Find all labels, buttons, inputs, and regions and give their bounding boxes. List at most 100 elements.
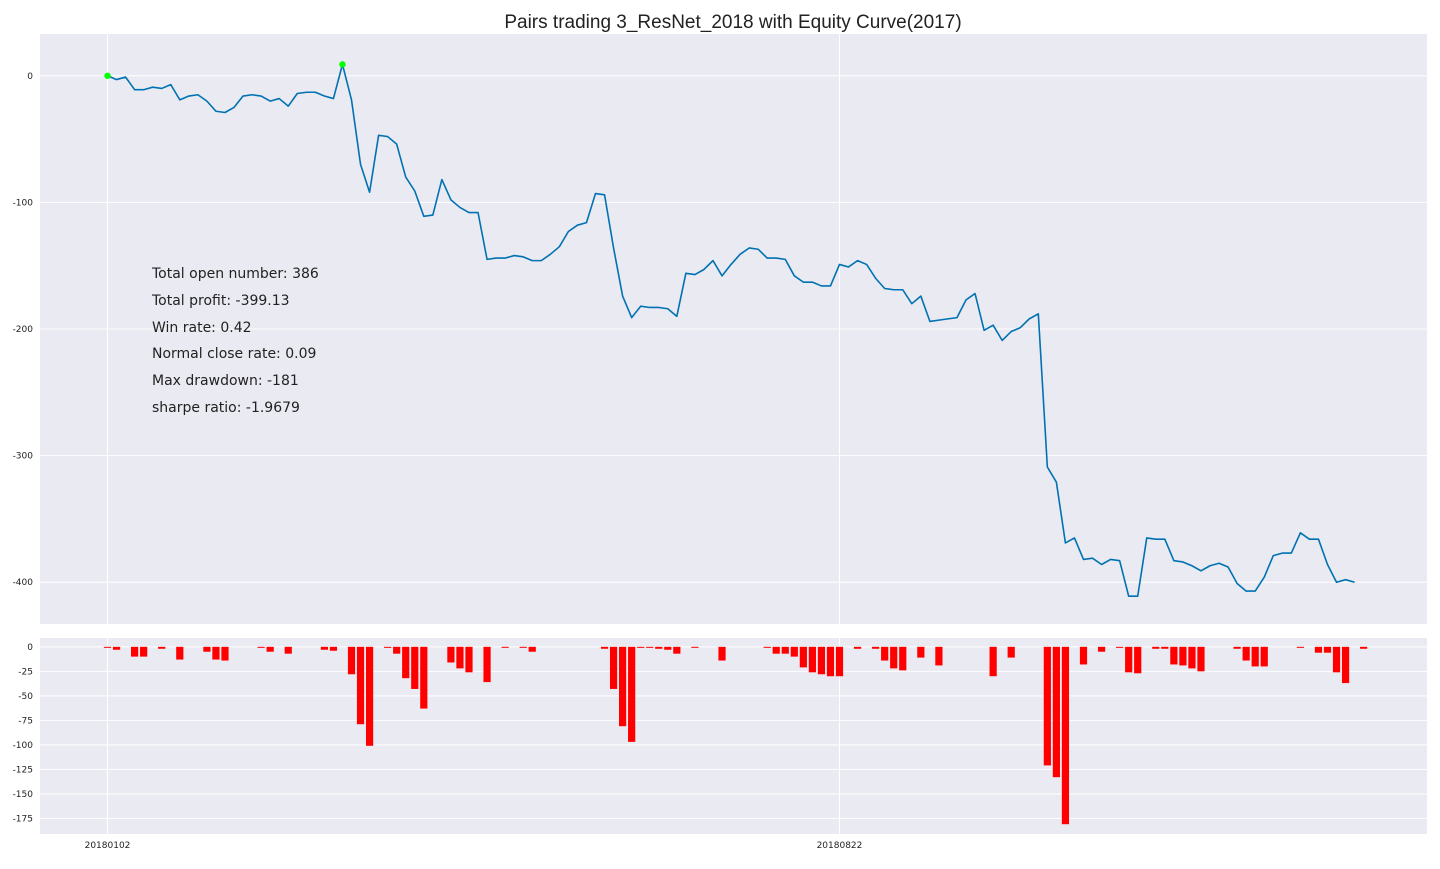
drawdown-bar bbox=[347, 646, 356, 675]
equity-curve-line bbox=[107, 63, 1355, 597]
drawdown-bar bbox=[420, 646, 428, 709]
drawdown-bar bbox=[329, 646, 338, 651]
drawdown-bar bbox=[257, 646, 265, 648]
drawdown-bar bbox=[1323, 646, 1332, 653]
drawdown-bar bbox=[284, 646, 292, 654]
drawdown-bar bbox=[808, 646, 816, 673]
equity-y-tick-label: -400 bbox=[13, 578, 34, 588]
x-tick-label: 20180822 bbox=[817, 841, 863, 851]
drawdown-bar bbox=[501, 646, 509, 648]
equity-peak-marker bbox=[339, 61, 346, 68]
equity-y-ticks: 0 -100 -200 -300 -400 bbox=[13, 72, 34, 588]
drawdown-bar bbox=[1134, 646, 1142, 674]
equity-peak-marker bbox=[104, 72, 111, 79]
x-axis-ticks: 20180102 20180822 bbox=[85, 841, 863, 851]
drawdown-y-ticks: 0 -25 -50 -75 -100 -125 -150 -175 bbox=[13, 643, 34, 825]
drawdown-bar bbox=[1052, 646, 1060, 778]
drawdown-bar bbox=[890, 646, 898, 669]
drawdown-bar bbox=[393, 646, 401, 654]
drawdown-bar bbox=[790, 646, 798, 657]
drawdown-bar bbox=[772, 646, 780, 654]
equity-grid bbox=[40, 34, 1427, 624]
drawdown-y-tick-label: -25 bbox=[18, 667, 33, 677]
drawdown-bar bbox=[646, 646, 654, 648]
chart-title: Pairs trading 3_ResNet_2018 with Equity … bbox=[504, 12, 961, 33]
drawdown-bar bbox=[872, 646, 880, 649]
drawdown-bar bbox=[103, 646, 112, 648]
drawdown-bar bbox=[203, 646, 211, 652]
drawdown-bar bbox=[1233, 646, 1241, 649]
drawdown-bar bbox=[1332, 646, 1341, 673]
drawdown-bar bbox=[1125, 646, 1133, 673]
drawdown-bar bbox=[411, 646, 419, 689]
drawdown-bar bbox=[637, 646, 645, 648]
drawdown-bar bbox=[619, 646, 627, 727]
drawdown-bar bbox=[935, 646, 943, 666]
drawdown-bar bbox=[718, 646, 726, 661]
equity-y-tick-label: -200 bbox=[13, 325, 34, 335]
drawdown-bar bbox=[1296, 646, 1304, 648]
drawdown-bar bbox=[447, 646, 455, 663]
drawdown-bar bbox=[1188, 646, 1196, 669]
stat-max-drawdown: Max drawdown: -181 bbox=[152, 373, 299, 389]
drawdown-bar bbox=[465, 646, 473, 673]
drawdown-bar bbox=[384, 646, 392, 648]
drawdown-bar bbox=[402, 646, 410, 679]
drawdown-y-tick-label: -100 bbox=[13, 741, 34, 751]
drawdown-bar bbox=[1116, 646, 1124, 648]
drawdown-panel-background bbox=[40, 638, 1427, 834]
equity-plot bbox=[104, 61, 1355, 597]
drawdown-bar bbox=[781, 646, 789, 654]
drawdown-bar bbox=[456, 646, 464, 669]
drawdown-bar bbox=[131, 646, 139, 657]
drawdown-bar bbox=[799, 646, 807, 668]
drawdown-bar bbox=[212, 646, 220, 660]
drawdown-y-tick-label: -50 bbox=[18, 692, 33, 702]
drawdown-bar bbox=[1097, 646, 1106, 652]
drawdown-bar bbox=[528, 646, 536, 652]
drawdown-bar bbox=[609, 646, 618, 689]
drawdown-bar bbox=[763, 646, 771, 648]
drawdown-bar bbox=[1242, 646, 1250, 661]
drawdown-bar bbox=[365, 646, 374, 746]
drawdown-bar bbox=[881, 646, 889, 661]
drawdown-bar bbox=[1161, 646, 1169, 649]
drawdown-bar bbox=[140, 646, 148, 657]
x-tick-label: 20180102 bbox=[85, 841, 131, 851]
equity-panel: 0 -100 -200 -300 -400 Total open number: 386… bbox=[13, 34, 1427, 624]
drawdown-bar bbox=[989, 646, 997, 677]
stat-total-open: Total open number: 386 bbox=[151, 266, 319, 282]
drawdown-bar bbox=[664, 646, 672, 650]
drawdown-bar bbox=[519, 646, 527, 648]
drawdown-y-tick-label: -175 bbox=[13, 814, 33, 824]
drawdown-y-tick-label: -125 bbox=[13, 765, 33, 775]
drawdown-bar bbox=[1260, 646, 1268, 667]
drawdown-bar bbox=[1341, 646, 1350, 684]
drawdown-bar bbox=[628, 646, 636, 742]
stat-win-rate: Win rate: 0.42 bbox=[152, 320, 252, 336]
drawdown-bar bbox=[1314, 646, 1323, 653]
drawdown-bar bbox=[1179, 646, 1187, 666]
stats-box: Total open number: 386 Total profit: -39… bbox=[151, 266, 319, 416]
drawdown-bar bbox=[320, 646, 328, 650]
drawdown-panel: 0 -25 -50 -75 -100 -125 -150 -175 bbox=[13, 638, 1427, 834]
drawdown-bar bbox=[917, 646, 925, 658]
drawdown-bar bbox=[1061, 646, 1070, 825]
drawdown-bar bbox=[158, 646, 166, 649]
drawdown-bar bbox=[835, 646, 844, 677]
equity-y-tick-label: -300 bbox=[13, 452, 34, 462]
drawdown-bar bbox=[112, 646, 121, 650]
drawdown-bar bbox=[899, 646, 907, 671]
drawdown-bar bbox=[1360, 646, 1368, 649]
drawdown-bar bbox=[853, 646, 862, 649]
drawdown-bar bbox=[655, 646, 663, 649]
drawdown-bar bbox=[673, 646, 681, 654]
drawdown-bar bbox=[826, 646, 835, 677]
equity-y-tick-label: -100 bbox=[13, 198, 34, 208]
drawdown-bar bbox=[176, 646, 184, 660]
drawdown-bar bbox=[266, 646, 274, 652]
drawdown-bar bbox=[1007, 646, 1015, 658]
drawdown-bar bbox=[817, 646, 826, 675]
